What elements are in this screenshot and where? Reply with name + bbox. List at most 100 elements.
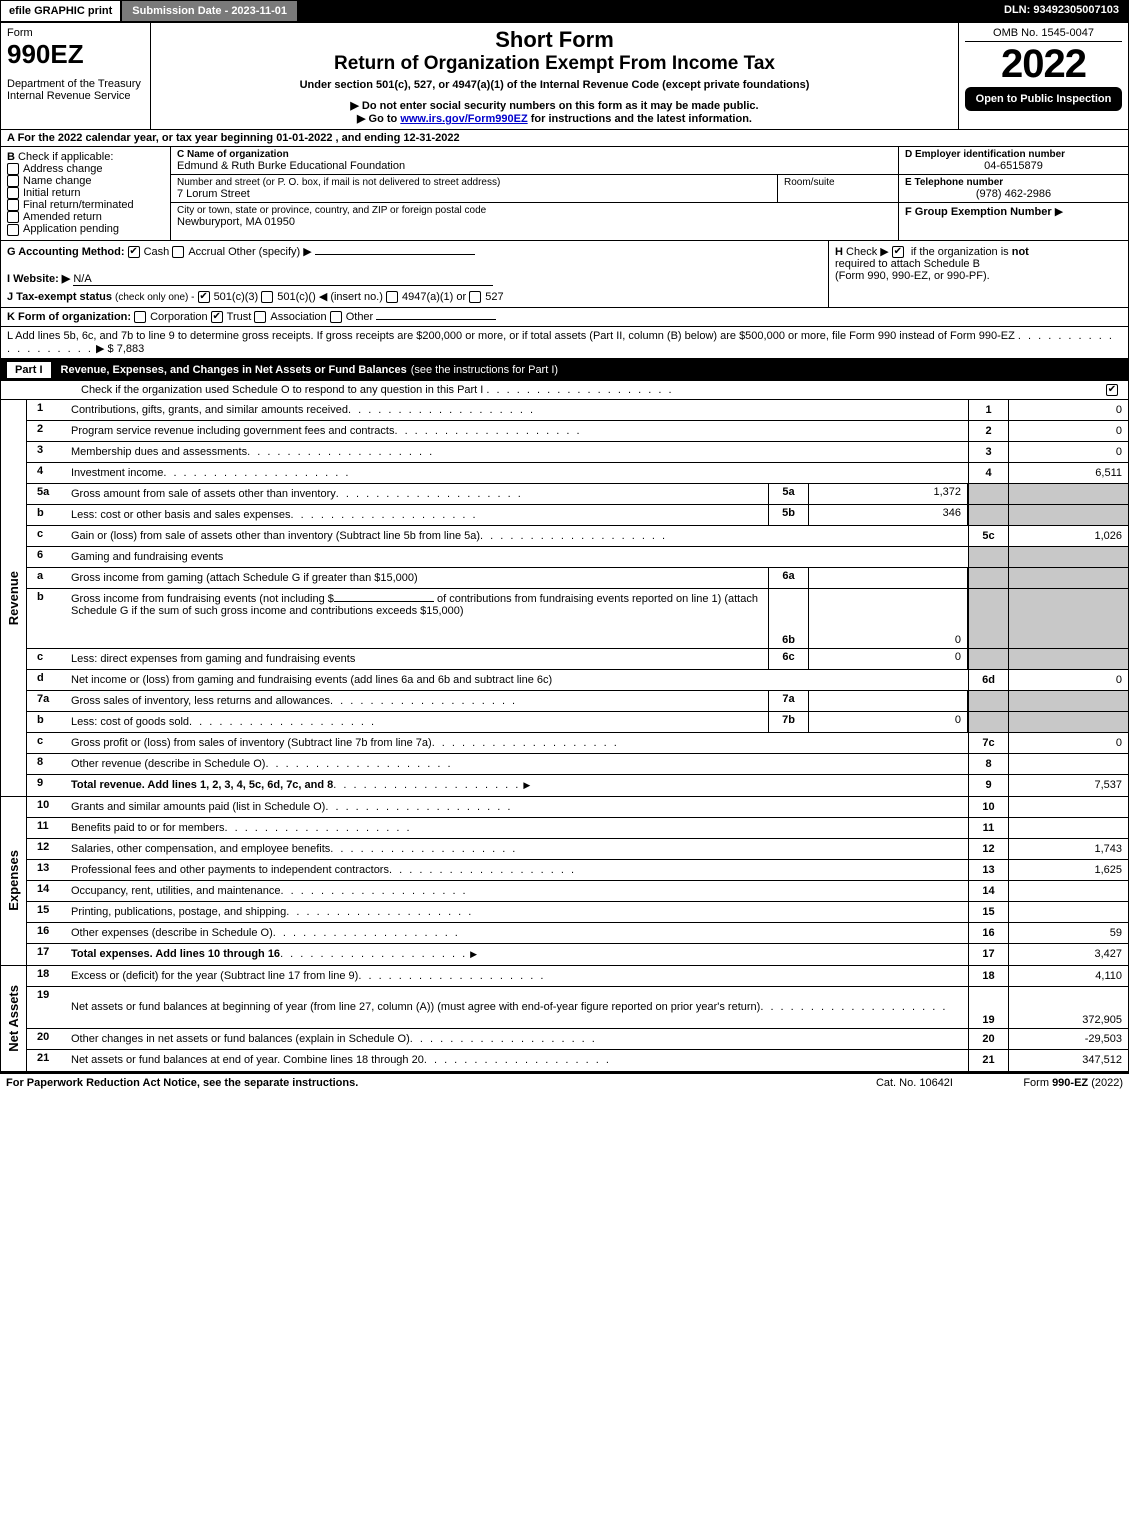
part-num: Part I [7,362,51,378]
k-other-input[interactable] [376,319,496,320]
netassets-label: Net Assets [6,985,21,1052]
l15-dots [286,906,473,918]
l20-dots [410,1033,597,1045]
l18-d: Excess or (deficit) for the year (Subtra… [71,970,358,982]
line-7b: bLess: cost of goods sold7b0 [27,712,1128,733]
line-6a: aGross income from gaming (attach Schedu… [27,568,1128,589]
k-other-checkbox[interactable] [330,311,342,323]
l8-v [1008,754,1128,774]
h-checkbox[interactable] [892,246,904,258]
k-trust-checkbox[interactable] [211,311,223,323]
g-label: G Accounting Method: [7,246,125,258]
subtitle: Under section 501(c), 527, or 4947(a)(1)… [157,79,952,91]
line-1: 1Contributions, gifts, grants, and simil… [27,400,1128,421]
part-i-header: Part I Revenue, Expenses, and Changes in… [1,359,1128,381]
l-text: L Add lines 5b, 6c, and 7b to line 9 to … [7,330,1015,342]
j-501c-checkbox[interactable] [261,291,273,303]
h-not: not [1012,246,1029,258]
cash-checkbox[interactable] [128,246,140,258]
line-14: 14Occupancy, rent, utilities, and mainte… [27,881,1128,902]
l6d-n: d [27,670,67,690]
l20-d: Other changes in net assets or fund bala… [71,1033,410,1045]
l-arrow: ▶ $ [96,343,114,355]
accrual-checkbox[interactable] [172,246,184,258]
public-inspection-box: Open to Public Inspection [965,87,1122,111]
j-note: (check only one) - [115,292,194,303]
dept-label: Department of the Treasury Internal Reve… [7,78,144,102]
l5b-v-shaded [1008,505,1128,525]
l11-d: Benefits paid to or for members [71,822,224,834]
l6c-d: Less: direct expenses from gaming and fu… [71,653,355,665]
l5c-v: 1,026 [1008,526,1128,546]
l15-v [1008,902,1128,922]
line-6c: c Less: direct expenses from gaming and f… [27,649,1128,670]
l17-bn: 17 [968,944,1008,965]
l11-v [1008,818,1128,838]
expenses-section: Expenses 10Grants and similar amounts pa… [1,797,1128,966]
l5a-dots [336,488,523,500]
l8-n: 8 [27,754,67,774]
line-21: 21Net assets or fund balances at end of … [27,1050,1128,1071]
opt-initial-return[interactable]: Initial return [7,187,164,199]
l9-dots [333,779,520,791]
l5b-sv: 346 [808,505,968,525]
l14-v [1008,881,1128,901]
opt-application-pending[interactable]: Application pending [7,223,164,235]
revenue-vlabel: Revenue [1,400,27,796]
l7a-sn: 7a [768,691,808,711]
line-4: 4Investment income46,511 [27,463,1128,484]
j-501c3-checkbox[interactable] [198,291,210,303]
netassets-rows: 18Excess or (deficit) for the year (Subt… [27,966,1128,1071]
l21-v: 347,512 [1008,1050,1128,1071]
opt2: Initial return [23,187,80,199]
schedule-o-checkbox[interactable] [1106,384,1118,396]
note-ssn: ▶ Do not enter social security numbers o… [157,99,952,112]
other-input[interactable] [315,254,475,255]
k-corp-checkbox[interactable] [134,311,146,323]
l6c-bn-shaded [968,649,1008,669]
b-label: B [7,151,15,163]
l3-d: Membership dues and assessments [71,446,247,458]
j-527-checkbox[interactable] [469,291,481,303]
l21-d: Net assets or fund balances at end of ye… [71,1054,424,1066]
tax-year: 2022 [965,42,1122,87]
k-label: K Form of organization: [7,311,131,323]
l15-n: 15 [27,902,67,922]
line-15: 15Printing, publications, postage, and s… [27,902,1128,923]
irs-link[interactable]: www.irs.gov/Form990EZ [400,113,527,125]
k-assoc-checkbox[interactable] [254,311,266,323]
note2-pre: ▶ Go to [357,113,400,125]
l5b-n: b [27,505,67,525]
l9-n: 9 [27,775,67,796]
l-value: 7,883 [117,343,145,355]
box-de: D Employer identification number 04-6515… [898,147,1128,240]
l6b-sn: 6b [768,589,808,648]
i-label: I Website: ▶ [7,273,70,285]
h-text1: Check ▶ [846,246,889,258]
org-name: Edmund & Ruth Burke Educational Foundati… [177,160,892,172]
l6b-d1: Gross income from fundraising events (no… [71,593,334,605]
l7b-dots [189,716,376,728]
l1-d: Contributions, gifts, grants, and simila… [71,404,348,416]
opt-name-change[interactable]: Name change [7,175,164,187]
omb-number: OMB No. 1545-0047 [965,27,1122,42]
line-17: 17Total expenses. Add lines 10 through 1… [27,944,1128,965]
expenses-rows: 10Grants and similar amounts paid (list … [27,797,1128,965]
l10-d: Grants and similar amounts paid (list in… [71,801,325,813]
line-5c: cGain or (loss) from sale of assets othe… [27,526,1128,547]
l7a-bn-shaded [968,691,1008,711]
l6c-n: c [27,649,67,669]
l5a-sv: 1,372 [808,484,968,504]
l6b-blank[interactable] [334,601,434,602]
opt-address-change[interactable]: Address change [7,163,164,175]
l6a-n: a [27,568,67,588]
line-19: 19Net assets or fund balances at beginni… [27,987,1128,1029]
l20-bn: 20 [968,1029,1008,1049]
opt-amended-return[interactable]: Amended return [7,211,164,223]
expenses-label: Expenses [6,850,21,911]
d-label: D Employer identification number [905,149,1065,160]
j-4947-checkbox[interactable] [386,291,398,303]
opt-final-return[interactable]: Final return/terminated [7,199,164,211]
dln-label: DLN: 93492305007103 [994,0,1129,22]
efile-label[interactable]: efile GRAPHIC print [0,0,121,22]
